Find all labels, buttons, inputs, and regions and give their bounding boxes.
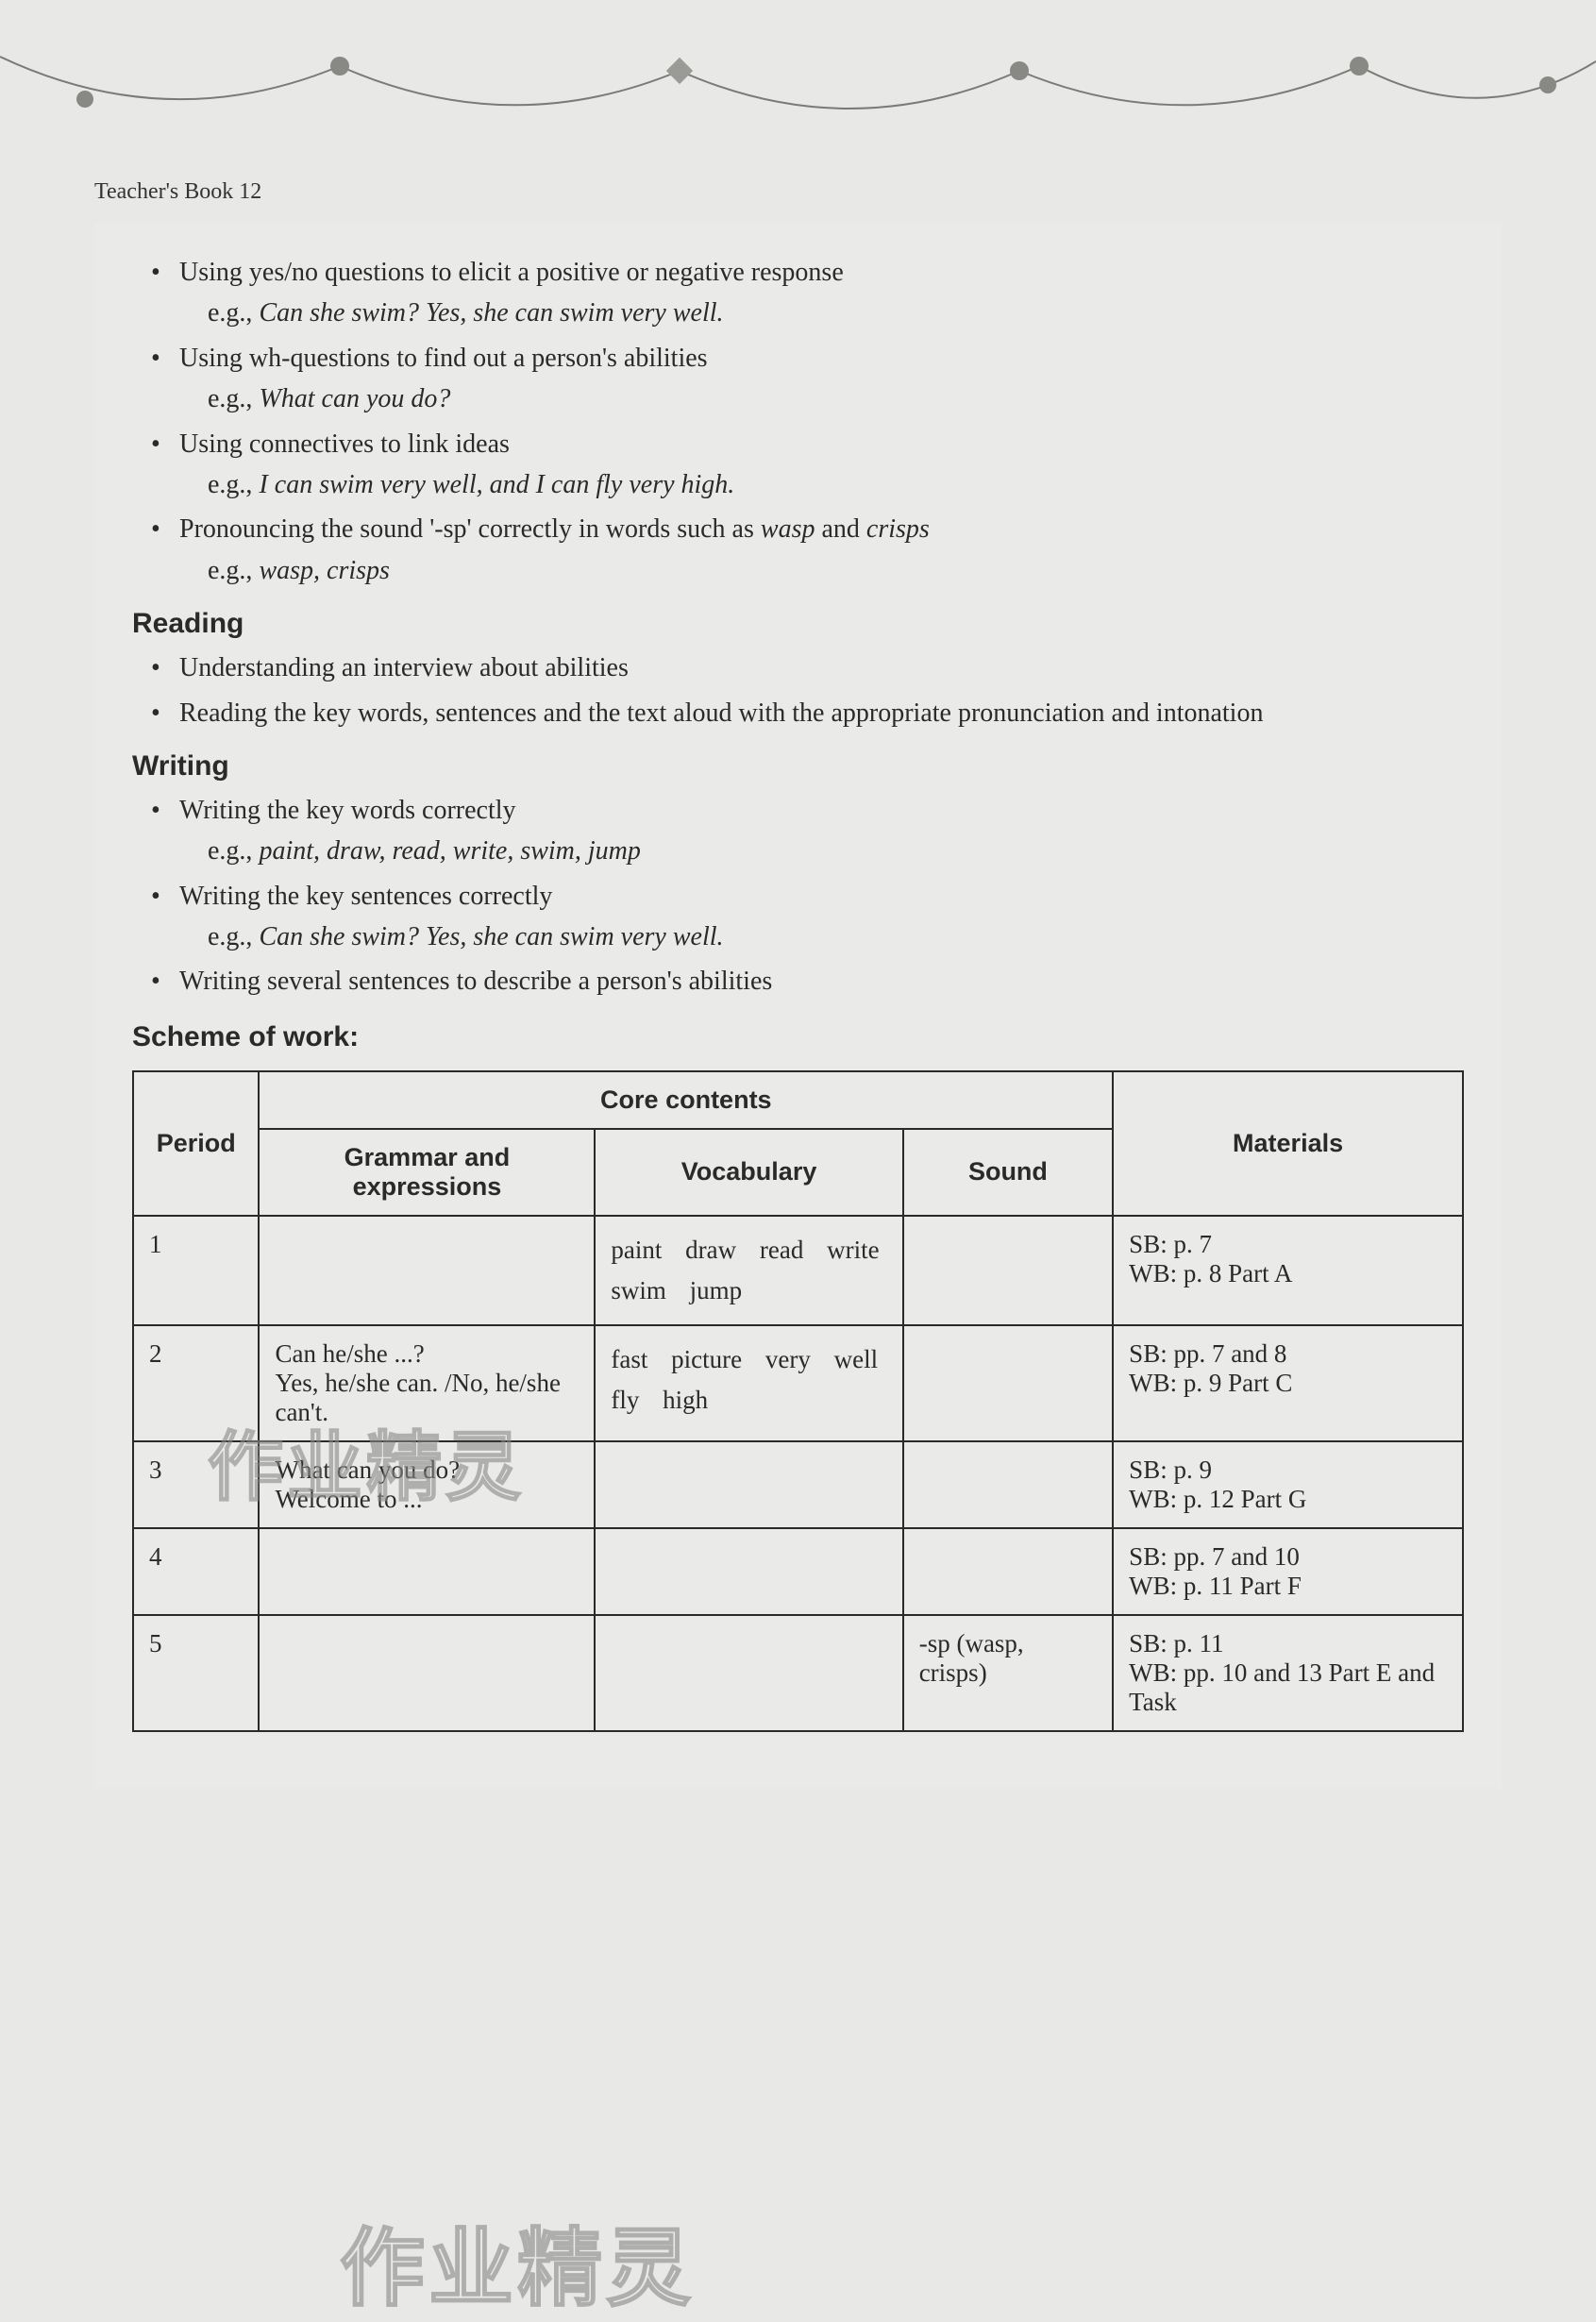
cell-vocab [595,1528,902,1615]
th-core: Core contents [259,1071,1113,1129]
scheme-heading: Scheme of work: [132,1021,1464,1053]
cell-sound [903,1528,1113,1615]
mat-line: WB: pp. 10 and 13 Part E and Task [1129,1658,1447,1717]
table-row: 4 SB: pp. 7 and 10 WB: p. 11 Part F [133,1528,1463,1615]
item-main-it2: crisps [866,514,930,544]
list-item: Writing the key sentences correctly e.g.… [151,876,1464,958]
cell-period: 1 [133,1216,259,1325]
cell-materials: SB: pp. 7 and 10 WB: p. 11 Part F [1113,1528,1463,1615]
content-box: Using yes/no questions to elicit a posit… [94,224,1502,1789]
cell-vocab [595,1441,902,1528]
item-main: Writing the key sentences correctly [179,882,552,911]
eg-prefix: e.g., [208,470,259,499]
eg-italic: Can she swim? Yes, she can swim very wel… [259,298,723,328]
eg-prefix: e.g., [208,384,259,413]
intro-list: Using yes/no questions to elicit a posit… [132,252,1464,591]
watermark-text: 作业精灵 [340,2199,695,2322]
cell-period: 4 [133,1528,259,1615]
item-main: Using yes/no questions to elicit a posit… [179,258,844,287]
cell-sound [903,1216,1113,1325]
th-vocab: Vocabulary [595,1129,902,1216]
cell-grammar [259,1216,595,1325]
cell-period: 5 [133,1615,259,1731]
th-sound: Sound [903,1129,1113,1216]
item-main: Using wh-questions to find out a person'… [179,344,708,373]
cell-sound: -sp (wasp, crisps) [903,1615,1113,1731]
page-header-label: Teacher's Book 12 [94,179,1502,205]
th-materials: Materials [1113,1071,1463,1216]
cell-vocab: fast picture very well fly high [595,1325,902,1441]
th-grammar: Grammar and expressions [259,1129,595,1216]
mat-line: SB: p. 11 [1129,1629,1447,1658]
cell-period: 2 [133,1325,259,1441]
mat-line: SB: pp. 7 and 8 [1129,1339,1447,1369]
cell-period: 3 [133,1441,259,1528]
scheme-table: Period Core contents Materials Grammar a… [132,1070,1464,1732]
item-main: Using connectives to link ideas [179,429,510,459]
eg-italic: wasp, crisps [259,556,389,585]
table-row: 3 What can you do? Welcome to ... SB: p.… [133,1441,1463,1528]
list-item: Reading the key words, sentences and the… [151,693,1464,733]
eg-prefix: e.g., [208,922,259,951]
cell-sound [903,1441,1113,1528]
list-item: Using wh-questions to find out a person'… [151,338,1464,420]
item-main-mid: and [815,514,865,544]
item-main: Writing the key words correctly [179,796,516,825]
reading-heading: Reading [132,608,1464,640]
table-row: 2 Can he/she ...? Yes, he/she can. /No, … [133,1325,1463,1441]
mat-line: WB: p. 9 Part C [1129,1369,1447,1398]
writing-heading: Writing [132,750,1464,782]
list-item: Understanding an interview about abiliti… [151,648,1464,688]
mat-line: WB: p. 12 Part G [1129,1485,1447,1514]
cell-grammar: What can you do? Welcome to ... [259,1441,595,1528]
cell-vocab: paint draw read write swim jump [595,1216,902,1325]
list-item: Pronouncing the sound '-sp' correctly in… [151,509,1464,591]
item-main: Writing several sentences to describe a … [179,967,772,996]
th-period: Period [133,1071,259,1216]
cell-materials: SB: p. 11 WB: pp. 10 and 13 Part E and T… [1113,1615,1463,1731]
cell-vocab [595,1615,902,1731]
item-main-it1: wasp [761,514,815,544]
list-item: Writing the key words correctly e.g., pa… [151,790,1464,872]
eg-italic: What can you do? [259,384,450,413]
item-main-pre: Pronouncing the sound '-sp' correctly in… [179,514,761,544]
cell-grammar: Can he/she ...? Yes, he/she can. /No, he… [259,1325,595,1441]
mat-line: SB: p. 9 [1129,1455,1447,1485]
eg-prefix: e.g., [208,836,259,866]
writing-list: Writing the key words correctly e.g., pa… [132,790,1464,1002]
cell-materials: SB: p. 9 WB: p. 12 Part G [1113,1441,1463,1528]
mat-line: WB: p. 8 Part A [1129,1259,1447,1288]
mat-line: WB: p. 11 Part F [1129,1572,1447,1601]
table-header-row: Period Core contents Materials [133,1071,1463,1129]
eg-italic: Can she swim? Yes, she can swim very wel… [259,922,723,951]
list-item: Writing several sentences to describe a … [151,961,1464,1001]
eg-prefix: e.g., [208,298,259,328]
table-row: 5 -sp (wasp, crisps) SB: p. 11 WB: pp. 1… [133,1615,1463,1731]
reading-list: Understanding an interview about abiliti… [132,648,1464,733]
cell-grammar [259,1528,595,1615]
mat-line: SB: p. 7 [1129,1230,1447,1259]
cell-grammar [259,1615,595,1731]
cell-materials: SB: pp. 7 and 8 WB: p. 9 Part C [1113,1325,1463,1441]
list-item: Using connectives to link ideas e.g., I … [151,424,1464,506]
decorative-swag [0,47,1596,160]
eg-italic: paint, draw, read, write, swim, jump [259,836,640,866]
cell-sound [903,1325,1113,1441]
eg-italic: I can swim very well, and I can fly very… [259,470,734,499]
list-item: Using yes/no questions to elicit a posit… [151,252,1464,334]
eg-prefix: e.g., [208,556,259,585]
table-row: 1 paint draw read write swim jump SB: p.… [133,1216,1463,1325]
cell-materials: SB: p. 7 WB: p. 8 Part A [1113,1216,1463,1325]
mat-line: SB: pp. 7 and 10 [1129,1542,1447,1572]
